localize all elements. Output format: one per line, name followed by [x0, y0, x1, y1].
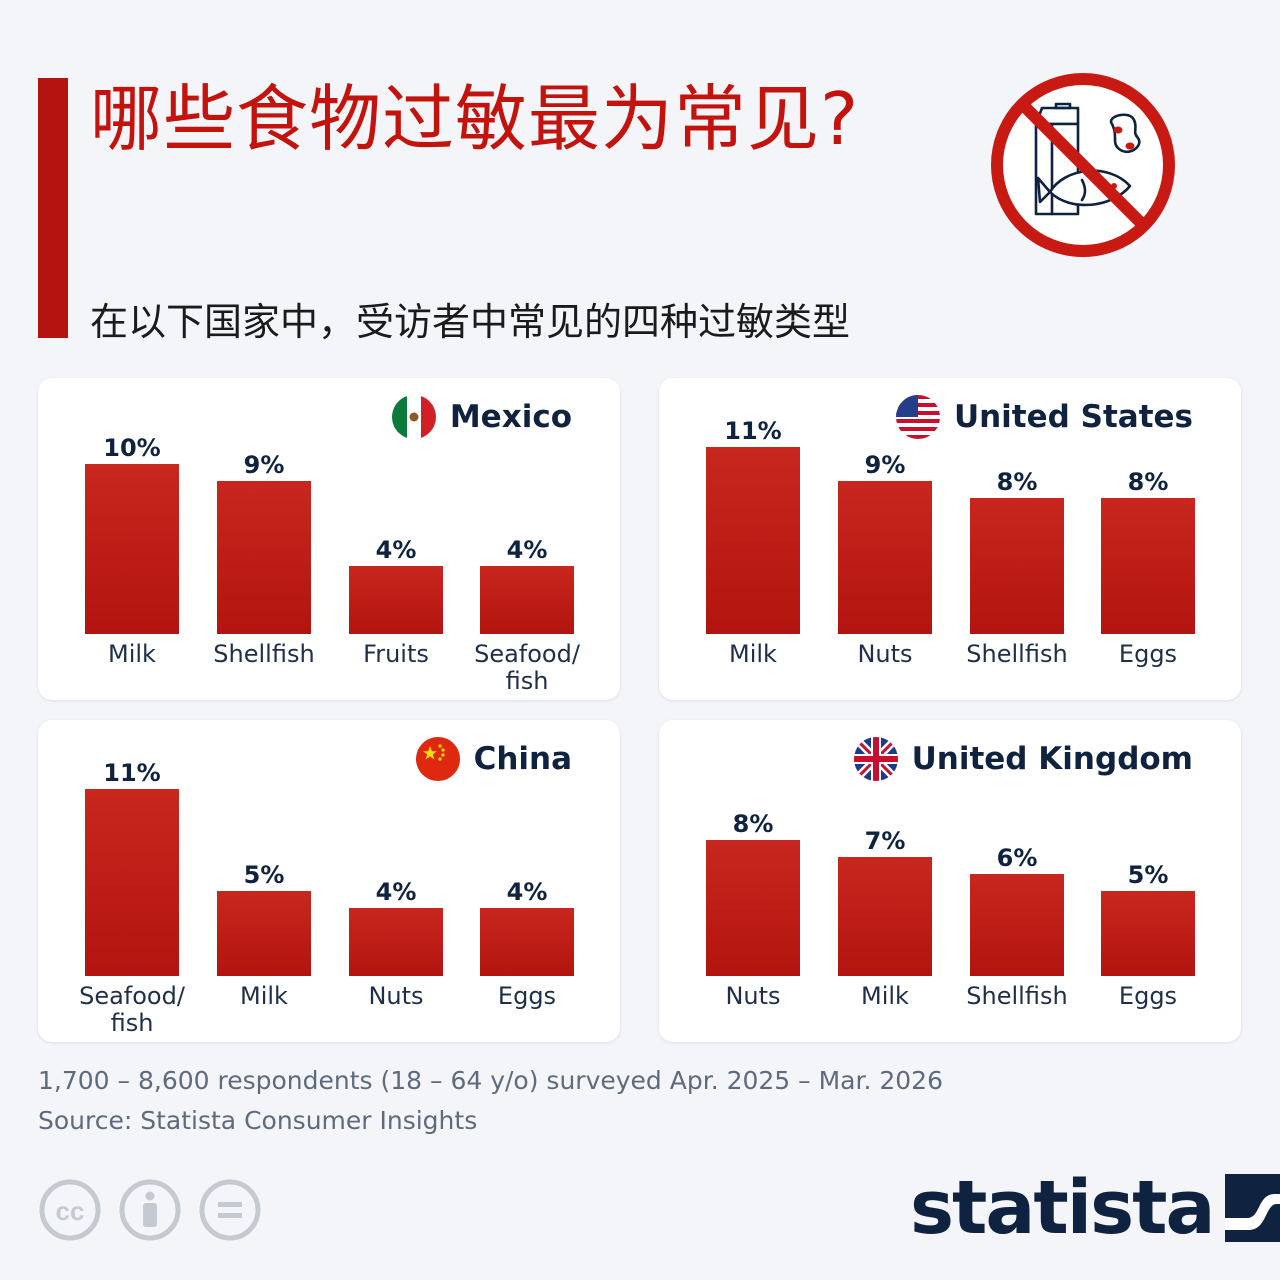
chart-card-united-kingdom: 8% Nuts 7% Milk 6% Shellfish 5% Eggs United Kin…	[659, 720, 1241, 1042]
statista-mark-icon	[1225, 1174, 1280, 1242]
statista-logo[interactable]: statista	[910, 1168, 1280, 1248]
category-label: Milk	[861, 982, 909, 1010]
uk-flag-icon	[853, 737, 898, 781]
bar-0	[85, 789, 179, 976]
china-flag-icon	[415, 737, 460, 781]
bar-0	[706, 840, 800, 976]
category-label: Seafood/fish	[79, 982, 186, 1037]
bar-2	[970, 498, 1064, 634]
bar-3	[480, 908, 574, 976]
bar-1	[217, 481, 311, 634]
card-header: United States	[895, 394, 1193, 440]
category-label: Nuts	[368, 982, 423, 1010]
page-title: 哪些食物过敏最为常见?	[90, 77, 860, 161]
category-label: Eggs	[498, 982, 556, 1010]
value-label: 4%	[376, 536, 417, 564]
category-label: Eggs	[1119, 982, 1177, 1010]
value-label: 4%	[507, 878, 548, 906]
value-label: 4%	[376, 878, 417, 906]
chart-plot-united-kingdom: 8% Nuts 7% Milk 6% Shellfish 5% Eggs	[706, 810, 1195, 1010]
bar-3	[480, 566, 574, 634]
mexico-flag-icon	[391, 395, 436, 439]
value-label: 8%	[733, 810, 774, 838]
country-name: Mexico	[449, 399, 572, 435]
brand-wordmark: statista	[910, 1165, 1215, 1251]
value-label: 7%	[865, 827, 906, 855]
attribution-icon[interactable]	[119, 1179, 181, 1241]
value-label: 8%	[997, 468, 1038, 496]
card-header: United Kingdom	[853, 736, 1193, 782]
bar-1	[838, 857, 932, 976]
us-flag-icon	[895, 395, 940, 439]
category-label: Seafood/fish	[474, 640, 581, 695]
category-label: Eggs	[1119, 640, 1177, 668]
category-label: Fruits	[363, 640, 429, 668]
chart-plot-mexico: 10% Milk 9% Shellfish 4% Fruits 4% Seafood/fish	[85, 434, 581, 695]
survey-note: 1,700 – 8,600 respondents (18 – 64 y/o) …	[38, 1066, 943, 1095]
value-label: 5%	[244, 861, 285, 889]
category-label: Shellfish	[966, 982, 1067, 1010]
chart-card-mexico: 10% Milk 9% Shellfish 4% Fruits 4% Seafood/fish…	[38, 378, 620, 700]
value-label: 6%	[997, 844, 1038, 872]
value-label: 9%	[244, 451, 285, 479]
chart-plot-china: 11% Seafood/fish 5% Milk 4% Nuts 4% Eggs	[79, 759, 574, 1037]
bar-2	[349, 566, 443, 634]
source-note: Source: Statista Consumer Insights	[38, 1106, 478, 1135]
category-label: Nuts	[725, 982, 780, 1010]
value-label: 9%	[865, 451, 906, 479]
category-label: Milk	[729, 640, 777, 668]
value-label: 4%	[507, 536, 548, 564]
country-name: United States	[953, 399, 1193, 435]
no-allergens-icon	[991, 73, 1175, 257]
category-label: Shellfish	[966, 640, 1067, 668]
category-label: Milk	[108, 640, 156, 668]
value-label: 8%	[1128, 468, 1169, 496]
bar-3	[1101, 891, 1195, 976]
title-accent-bar	[38, 78, 68, 338]
card-header: Mexico	[391, 394, 572, 440]
chart-card-united-states: 11% Milk 9% Nuts 8% Shellfish 8% Eggs United St…	[659, 378, 1241, 700]
svg-text:cc: cc	[56, 1196, 85, 1226]
license-icons: cc	[39, 1179, 261, 1241]
category-label: Milk	[240, 982, 288, 1010]
cc-icon[interactable]: cc	[39, 1179, 101, 1241]
country-name: United Kingdom	[911, 741, 1193, 777]
bar-0	[85, 464, 179, 634]
no-derivatives-icon[interactable]	[199, 1179, 261, 1241]
bar-1	[838, 481, 932, 634]
page-subtitle: 在以下国家中，受访者中常见的四种过敏类型	[90, 300, 851, 344]
country-name: China	[473, 741, 572, 777]
category-label: Nuts	[857, 640, 912, 668]
bar-2	[970, 874, 1064, 976]
bar-0	[706, 447, 800, 634]
value-label: 11%	[103, 759, 160, 787]
category-label: Shellfish	[213, 640, 314, 668]
value-label: 5%	[1128, 861, 1169, 889]
bar-1	[217, 891, 311, 976]
card-header: China	[415, 736, 572, 782]
value-label: 10%	[103, 434, 160, 462]
chart-card-china: 11% Seafood/fish 5% Milk 4% Nuts 4% Eggs China	[38, 720, 620, 1042]
bar-3	[1101, 498, 1195, 634]
value-label: 11%	[724, 417, 781, 445]
bar-2	[349, 908, 443, 976]
chart-plot-united-states: 11% Milk 9% Nuts 8% Shellfish 8% Eggs	[706, 417, 1195, 668]
